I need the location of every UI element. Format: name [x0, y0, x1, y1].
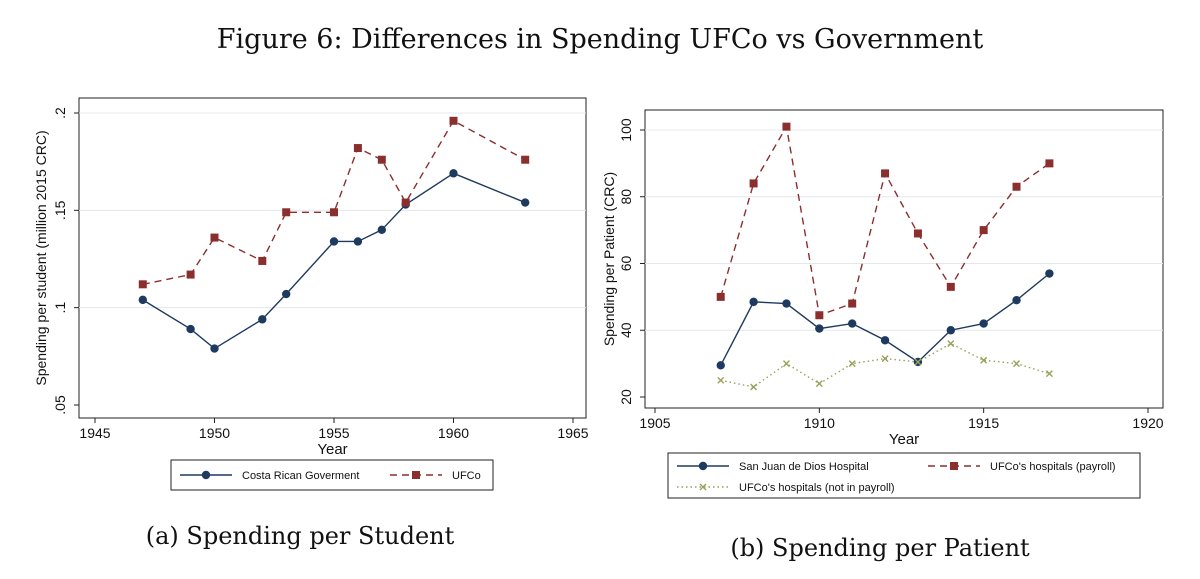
series-line-2 — [142, 119, 526, 285]
data-point — [782, 122, 791, 131]
y-tick-label: 80 — [618, 189, 634, 205]
data-point — [980, 356, 988, 364]
figure-title: Figure 6: Differences in Spending UFCo v… — [216, 24, 984, 55]
plot-frame — [644, 109, 1164, 409]
data-point — [258, 256, 267, 265]
data-point — [881, 169, 890, 178]
data-point — [716, 292, 725, 301]
legend-label: UFCo's hospitals (not in payroll) — [739, 482, 895, 494]
x-tick-label: 1965 — [557, 425, 588, 441]
data-point — [946, 282, 955, 291]
legend-box — [667, 452, 1141, 499]
x-tick-label: 1905 — [639, 415, 670, 431]
data-point — [449, 116, 458, 125]
data-point — [1012, 182, 1021, 191]
data-point — [521, 198, 530, 207]
y-tick-label: 100 — [618, 118, 634, 142]
data-point — [521, 155, 530, 164]
data-point — [353, 237, 363, 246]
legend-key-marker — [412, 471, 420, 479]
y-tick-label: .1 — [52, 302, 68, 314]
caption-spending-per-student: (a) Spending per Student — [145, 522, 455, 550]
data-point — [848, 299, 857, 308]
data-point — [913, 229, 922, 238]
data-point — [377, 225, 386, 234]
data-point — [749, 179, 758, 188]
series-line-1 — [720, 272, 1050, 366]
data-point — [947, 340, 955, 348]
data-point — [330, 208, 338, 217]
x-tick-label: 1945 — [79, 425, 110, 441]
data-point — [881, 355, 889, 363]
data-point — [782, 360, 790, 368]
y-tick-label: 60 — [618, 256, 634, 272]
data-point — [880, 336, 890, 345]
series-line-2 — [720, 124, 1050, 317]
data-point — [815, 311, 824, 320]
data-point — [1045, 269, 1054, 278]
legend-key-marker — [950, 462, 958, 470]
data-point — [449, 169, 458, 178]
data-point — [401, 198, 410, 207]
data-point — [282, 289, 291, 299]
legend-label: UFCo's hospitals (payroll) — [990, 461, 1116, 473]
data-point — [138, 280, 147, 289]
y-tick-label: .15 — [52, 200, 68, 220]
x-tick-label: 1910 — [804, 415, 835, 431]
x-tick-label: 1960 — [438, 425, 469, 441]
legend-key-marker — [698, 461, 708, 471]
legend-label: UFCo — [452, 470, 481, 482]
data-point — [979, 319, 988, 328]
y-tick-label: 20 — [618, 389, 634, 405]
data-point — [329, 237, 339, 246]
y-axis-label: Spending per Patient (CRC) — [601, 172, 617, 346]
series-line-3 — [720, 342, 1050, 388]
x-tick-label: 1915 — [968, 415, 999, 431]
x-axis-label: Year — [889, 431, 919, 448]
caption-spending-per-patient: (b) Spending per Patient — [730, 534, 1030, 562]
chart-spending-per-student: .05 .1 .15 .2 1945 1950 1955 1960 1965 Year Spendi… — [33, 97, 589, 491]
y-axis-label: Spending per student (million 2015 CRC) — [33, 130, 49, 385]
data-point — [210, 233, 219, 242]
data-point — [815, 324, 824, 333]
data-point — [848, 319, 857, 328]
x-tick-label: 1955 — [318, 425, 349, 441]
y-tick-label: .05 — [52, 395, 68, 415]
data-point — [716, 361, 725, 370]
data-point — [717, 376, 725, 384]
y-tick-label: 40 — [618, 322, 634, 338]
data-point — [138, 295, 147, 305]
plot-frame — [78, 97, 587, 419]
data-point — [1013, 360, 1021, 368]
legend-key-marker — [201, 470, 211, 480]
data-point — [848, 360, 856, 368]
data-point — [815, 380, 823, 388]
data-point — [186, 270, 195, 279]
data-point — [750, 383, 758, 391]
data-point — [282, 208, 291, 217]
data-point — [913, 357, 923, 367]
data-point — [210, 344, 219, 353]
x-tick-label: 1950 — [199, 425, 230, 441]
data-point — [258, 315, 267, 324]
data-point — [1012, 296, 1021, 305]
data-point — [377, 155, 386, 164]
legend-label: San Juan de Dios Hospital — [739, 461, 869, 473]
y-tick-label: .2 — [52, 107, 68, 119]
data-point — [1045, 159, 1054, 168]
data-point — [186, 324, 195, 334]
data-point — [1045, 370, 1053, 378]
data-point — [353, 144, 362, 153]
data-point — [946, 326, 955, 335]
data-point — [782, 299, 791, 308]
x-axis-label: Year — [317, 441, 347, 458]
data-point — [979, 226, 988, 235]
data-point — [914, 358, 922, 366]
x-tick-label: 1920 — [1132, 415, 1163, 431]
legend-label: Costa Rican Goverment — [242, 470, 359, 482]
data-point — [749, 297, 758, 307]
legend-key-marker — [699, 483, 707, 491]
